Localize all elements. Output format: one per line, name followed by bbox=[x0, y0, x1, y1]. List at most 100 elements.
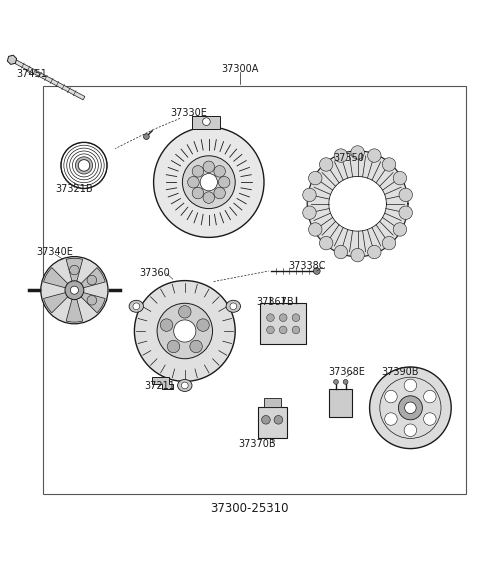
Circle shape bbox=[279, 326, 287, 334]
Circle shape bbox=[192, 187, 204, 199]
Circle shape bbox=[274, 415, 283, 424]
Text: 37350: 37350 bbox=[334, 153, 364, 163]
Bar bbox=[258, 406, 287, 438]
Circle shape bbox=[393, 223, 407, 236]
Circle shape bbox=[370, 367, 451, 449]
Circle shape bbox=[279, 314, 287, 321]
Circle shape bbox=[214, 166, 226, 177]
Text: 37340E: 37340E bbox=[36, 247, 73, 257]
Text: 37338C: 37338C bbox=[288, 261, 325, 271]
Circle shape bbox=[203, 118, 210, 126]
Text: 37370B: 37370B bbox=[238, 439, 276, 449]
Circle shape bbox=[334, 245, 348, 259]
Circle shape bbox=[404, 424, 417, 436]
Circle shape bbox=[292, 326, 300, 334]
Circle shape bbox=[218, 177, 230, 188]
Circle shape bbox=[405, 402, 416, 414]
Circle shape bbox=[368, 245, 381, 259]
Text: 37211: 37211 bbox=[144, 381, 175, 391]
Circle shape bbox=[351, 248, 364, 262]
Circle shape bbox=[309, 171, 322, 185]
Circle shape bbox=[266, 326, 274, 334]
Wedge shape bbox=[44, 290, 74, 313]
Circle shape bbox=[303, 188, 316, 201]
Circle shape bbox=[214, 187, 226, 199]
Text: 37300-25310: 37300-25310 bbox=[210, 502, 289, 515]
Circle shape bbox=[203, 192, 215, 203]
Circle shape bbox=[382, 237, 396, 250]
Text: 37321B: 37321B bbox=[55, 185, 93, 194]
Circle shape bbox=[404, 379, 417, 392]
Circle shape bbox=[70, 265, 79, 275]
Bar bbox=[192, 116, 220, 130]
Circle shape bbox=[423, 413, 436, 425]
Circle shape bbox=[144, 134, 149, 139]
Circle shape bbox=[334, 379, 338, 384]
Bar bbox=[43, 86, 466, 494]
Circle shape bbox=[230, 303, 237, 310]
Bar bbox=[264, 398, 281, 406]
Circle shape bbox=[368, 149, 381, 162]
Circle shape bbox=[303, 206, 316, 220]
Text: 37330E: 37330E bbox=[170, 108, 207, 118]
Circle shape bbox=[385, 391, 397, 403]
Polygon shape bbox=[7, 55, 17, 65]
Text: 37360: 37360 bbox=[139, 268, 170, 278]
Circle shape bbox=[399, 188, 412, 201]
Circle shape bbox=[78, 160, 90, 171]
Circle shape bbox=[188, 177, 199, 188]
Circle shape bbox=[197, 319, 209, 331]
Circle shape bbox=[313, 268, 320, 275]
Circle shape bbox=[160, 319, 173, 331]
Wedge shape bbox=[74, 268, 105, 290]
Circle shape bbox=[182, 156, 235, 209]
Circle shape bbox=[190, 340, 202, 353]
Wedge shape bbox=[66, 258, 83, 290]
Circle shape bbox=[320, 158, 333, 171]
Ellipse shape bbox=[178, 379, 192, 392]
Polygon shape bbox=[329, 177, 386, 231]
Polygon shape bbox=[152, 376, 173, 389]
Circle shape bbox=[262, 415, 270, 424]
Circle shape bbox=[309, 223, 322, 236]
Circle shape bbox=[157, 303, 213, 359]
Circle shape bbox=[65, 281, 84, 299]
Circle shape bbox=[351, 146, 364, 159]
Circle shape bbox=[87, 275, 96, 285]
Circle shape bbox=[181, 382, 188, 389]
Wedge shape bbox=[74, 290, 105, 313]
Circle shape bbox=[179, 306, 191, 318]
Text: 37390B: 37390B bbox=[382, 367, 419, 377]
Circle shape bbox=[385, 413, 397, 425]
Circle shape bbox=[133, 303, 140, 310]
Circle shape bbox=[320, 237, 333, 250]
Wedge shape bbox=[66, 290, 83, 322]
Circle shape bbox=[399, 206, 412, 220]
Circle shape bbox=[266, 314, 274, 321]
Circle shape bbox=[203, 161, 215, 173]
Circle shape bbox=[334, 149, 348, 162]
Circle shape bbox=[200, 174, 217, 191]
Bar bbox=[329, 389, 352, 417]
Circle shape bbox=[292, 314, 300, 321]
Bar bbox=[260, 303, 306, 344]
Circle shape bbox=[75, 157, 93, 174]
Text: 37451: 37451 bbox=[17, 69, 48, 79]
Circle shape bbox=[393, 171, 407, 185]
Text: 37368E: 37368E bbox=[329, 367, 366, 377]
Circle shape bbox=[71, 286, 78, 294]
Circle shape bbox=[87, 295, 96, 305]
Circle shape bbox=[154, 127, 264, 237]
Wedge shape bbox=[44, 268, 74, 290]
Circle shape bbox=[168, 340, 180, 353]
Circle shape bbox=[174, 320, 196, 342]
Text: 37367B: 37367B bbox=[257, 297, 294, 307]
Circle shape bbox=[382, 158, 396, 171]
Circle shape bbox=[343, 379, 348, 384]
Circle shape bbox=[398, 396, 422, 420]
Circle shape bbox=[192, 166, 204, 177]
Polygon shape bbox=[307, 151, 408, 257]
Circle shape bbox=[41, 256, 108, 324]
Ellipse shape bbox=[226, 301, 240, 312]
Circle shape bbox=[423, 391, 436, 403]
